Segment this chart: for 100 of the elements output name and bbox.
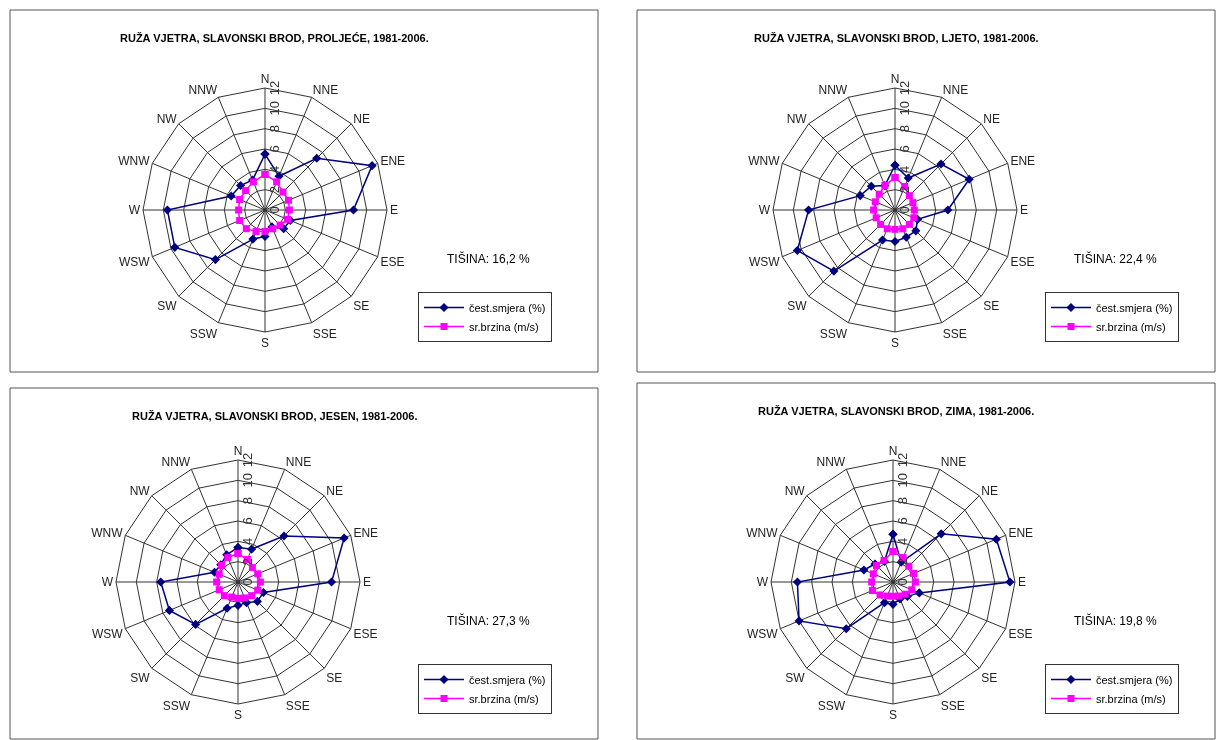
spoke-label: SSE [285,699,310,714]
text: TIŠINA: 22,4 % [1074,251,1158,266]
y-tick-label: 6 [896,145,912,153]
chart-title: RUŽA VJETRA, SLAVONSKI BROD, PROLJEĆE, 1981-2006. [120,32,429,44]
spoke-label: NNE [942,83,969,97]
chart-title: RUŽA VJETRA, SLAVONSKI BROD, ZIMA, 1981-2006. [758,405,1035,417]
legend-label: sr.brzina (m/s) [1096,692,1166,705]
y-tick-label: 10 [896,101,912,116]
spoke-label: W [101,575,114,590]
spoke-label: N [888,443,898,458]
spoke-label: SSW [817,699,846,714]
legend-label: sr.brzina (m/s) [469,692,539,705]
spoke-label: WNW [91,526,124,541]
y-tick-label: 4 [896,165,912,173]
y-tick-label: 8 [896,125,912,133]
spoke-label: W [128,203,141,218]
spoke-label: SE [983,298,1000,313]
spoke-label: WNW [118,154,151,169]
spoke-label: ENE [1008,526,1034,541]
spoke-label: NW [786,111,808,126]
spoke-label: SSE [940,699,965,714]
spoke-label: NW [129,483,151,498]
spoke-label: SE [353,298,370,313]
spoke-label: SSW [189,327,218,342]
spoke-label: NW [784,483,806,498]
spoke-label: W [756,575,769,590]
spoke-label: SE [326,670,343,685]
spoke-label: WNW [748,154,781,169]
spoke-label: SSW [162,699,191,714]
spoke-label: W [758,203,771,218]
text: TIŠINA: 16,2 % [447,251,531,266]
y-tick-label: 0 [239,578,255,586]
y-tick-label: 0 [896,206,912,214]
y-tick-label: 2 [266,186,282,194]
spoke-label: WSW [746,627,779,642]
spoke-label: N [890,71,900,86]
spoke-label: NNW [161,455,191,469]
spoke-label: N [260,71,270,86]
legend-label: čest.smjera (%) [469,673,546,686]
spoke-label: NE [981,483,998,498]
spoke-label: ESE [1010,255,1035,270]
spoke-label: E [362,575,371,590]
y-tick-label: 10 [894,473,910,488]
y-tick-label: 4 [239,537,255,545]
legend-label: čest.smjera (%) [1096,673,1173,686]
spoke-label: NNW [818,83,848,97]
spoke-label: SW [787,298,808,313]
spoke-label: ESE [380,255,405,270]
y-tick-label: 4 [894,537,910,545]
spoke-label: NE [983,111,1000,126]
y-tick-label: 8 [239,497,255,505]
spoke-label: SW [130,670,151,685]
y-tick-label: 2 [239,558,255,566]
spoke-label: SW [157,298,178,313]
spoke-label: SSE [942,327,967,342]
y-tick-label: 0 [894,578,910,586]
legend-label: čest.smjera (%) [1096,301,1173,314]
spoke-label: SSW [819,327,848,342]
y-tick-label: 6 [239,517,255,525]
spoke-label: ESE [353,627,378,642]
spoke-label: NE [326,483,343,498]
y-tick-label: 6 [266,145,282,153]
spoke-label: ENE [353,526,379,541]
spoke-label: ESE [1008,627,1033,642]
spoke-label: E [1019,203,1028,218]
spoke-label: NNW [816,455,846,469]
spoke-label: NNE [940,455,967,469]
y-tick-label: 8 [894,497,910,505]
y-tick-label: 0 [266,206,282,214]
spoke-label: S [890,335,900,350]
y-tick-label: 8 [266,125,282,133]
y-tick-label: 10 [266,101,282,116]
y-tick-label: 2 [894,558,910,566]
text: TIŠINA: 27,3 % [447,613,531,628]
legend-label: sr.brzina (m/s) [469,320,539,333]
spoke-label: NW [156,111,178,126]
legend-label: čest.smjera (%) [469,301,546,314]
y-tick-label: 6 [894,517,910,525]
y-tick-label: 10 [239,473,255,488]
spoke-label: S [233,707,243,722]
spoke-label: NNW [188,83,218,97]
spoke-label: NNE [285,455,312,469]
spoke-label: ENE [1010,154,1036,169]
spoke-label: WSW [118,255,151,270]
spoke-label: SSE [312,327,337,342]
spoke-label: E [1017,575,1026,590]
spoke-label: WSW [748,255,781,270]
y-tick-label: 4 [266,165,282,173]
spoke-label: N [233,443,243,458]
spoke-label: S [888,707,898,722]
chart-title: RUŽA VJETRA, SLAVONSKI BROD, JESEN, 1981-2006. [132,410,418,422]
spoke-label: SE [981,670,998,685]
spoke-label: NE [353,111,370,126]
spoke-label: SW [785,670,806,685]
spoke-label: ENE [380,154,406,169]
spoke-label: S [260,335,270,350]
spoke-label: E [389,203,398,218]
spoke-label: NNE [312,83,339,97]
legend-label: sr.brzina (m/s) [1096,320,1166,333]
y-tick-label: 2 [896,186,912,194]
